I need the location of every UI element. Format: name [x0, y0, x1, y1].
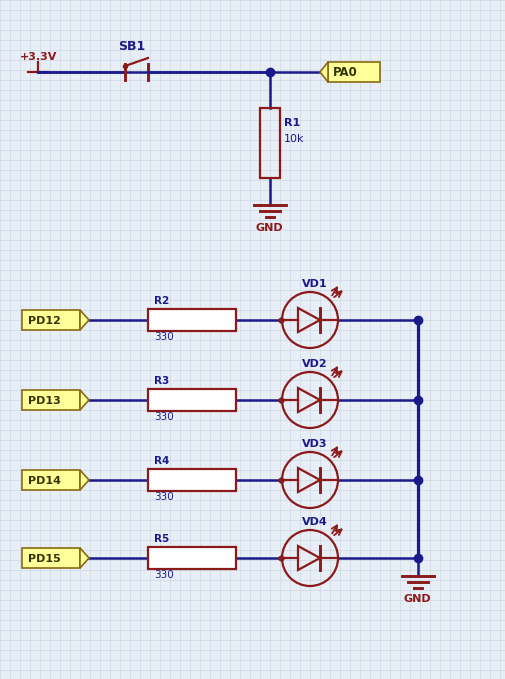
Bar	[148, 469, 236, 491]
Text: PD14: PD14	[28, 476, 61, 486]
Text: PD15: PD15	[28, 554, 61, 564]
Text: +3.3V: +3.3V	[20, 52, 58, 62]
Text: 330: 330	[154, 570, 174, 580]
Text: VD1: VD1	[302, 279, 328, 289]
Text: SB1: SB1	[118, 40, 145, 53]
Text: R4: R4	[154, 456, 169, 466]
Text: 330: 330	[154, 412, 174, 422]
Polygon shape	[80, 390, 89, 410]
Bar	[148, 389, 236, 411]
Text: PD12: PD12	[28, 316, 61, 326]
Polygon shape	[80, 548, 89, 568]
Text: 330: 330	[154, 492, 174, 502]
Text: R1: R1	[284, 118, 300, 128]
Bar	[148, 547, 236, 569]
Bar	[260, 108, 280, 178]
Text: 10k: 10k	[284, 134, 305, 144]
Text: GND: GND	[404, 594, 432, 604]
Bar	[22, 310, 80, 330]
Bar	[328, 62, 380, 82]
Text: PD13: PD13	[28, 396, 61, 406]
Bar	[148, 309, 236, 331]
Text: R2: R2	[154, 296, 169, 306]
Bar	[22, 390, 80, 410]
Text: VD2: VD2	[302, 359, 328, 369]
Text: VD4: VD4	[302, 517, 328, 527]
Text: VD3: VD3	[302, 439, 328, 449]
Bar	[22, 470, 80, 490]
Polygon shape	[80, 470, 89, 490]
Text: R5: R5	[154, 534, 169, 544]
Text: PA0: PA0	[333, 66, 358, 79]
Text: 330: 330	[154, 332, 174, 342]
Polygon shape	[80, 310, 89, 330]
Text: GND: GND	[256, 223, 284, 233]
Text: R3: R3	[154, 376, 169, 386]
Polygon shape	[320, 62, 328, 82]
Bar	[22, 548, 80, 568]
